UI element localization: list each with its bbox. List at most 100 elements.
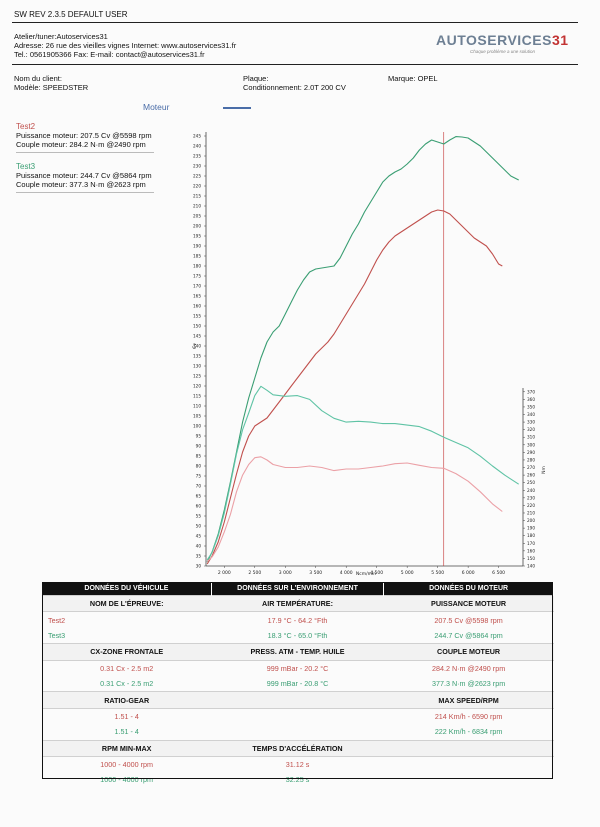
- table-row: Test3 18.3 °C - 65.0 °Fth 244.7 Cv @5864…: [42, 628, 554, 644]
- table-row: 1.51 - 4 214 Km/h - 6590 rpm: [42, 708, 554, 724]
- section-row: CX-ZONE FRONTALE PRESS. ATM - TEMP. HUIL…: [42, 643, 554, 661]
- logo-tagline: Chaque problème a une solution: [470, 49, 536, 54]
- table-cell: 222 Km/h - 6834 rpm: [434, 727, 503, 737]
- y-left-axis-label: Cv: [192, 343, 198, 349]
- table-cell: 244.7 Cv @5864 rpm: [434, 630, 503, 640]
- header-environnement: DONNÉES SUR L'ENVIRONNEMENT: [211, 582, 385, 596]
- y-left-tick-label: 185: [193, 254, 201, 259]
- test2-name: Test2: [16, 122, 36, 131]
- y-right-tick-label: 190: [527, 526, 535, 531]
- series-test2-power-line: [206, 209, 503, 565]
- y-left-tick-label: 220: [193, 184, 201, 189]
- table-row: 0.31 Cx - 2.5 m2 999 mBar - 20.2 °C 284.…: [42, 660, 554, 676]
- section-title: [211, 691, 384, 709]
- table-row: 0.31 Cx - 2.5 m2 999 mBar - 20.8 °C 377.…: [42, 676, 554, 692]
- header-divider: [12, 22, 578, 23]
- legend-moteur-line: [223, 107, 251, 109]
- table-cell: 284.2 N·m @2490 rpm: [431, 663, 506, 673]
- y-right-tick-label: 310: [527, 435, 535, 440]
- y-left-tick-label: 55: [196, 514, 202, 519]
- section-title: RPM MIN-MAX: [42, 739, 212, 757]
- y-right-tick-label: 150: [527, 556, 535, 561]
- section-title: [383, 739, 554, 757]
- x-tick-label: 3 500: [309, 570, 322, 576]
- y-left-tick-label: 200: [193, 224, 201, 229]
- y-left-tick-label: 60: [196, 504, 202, 509]
- y-right-tick-label: 320: [527, 427, 535, 432]
- y-right-tick-label: 170: [527, 541, 535, 546]
- y-right-tick-label: 280: [527, 457, 535, 462]
- y-right-tick-label: 330: [527, 420, 535, 425]
- marque-text: Marque: OPEL: [388, 74, 438, 83]
- dyno-chart: 30 35 40 45 50 55 60 65 70 75 80 85 90 95 100 105 110 115…: [192, 132, 547, 577]
- y-left-tick-label: 115: [193, 394, 201, 399]
- y-right-tick-label: 340: [527, 412, 535, 417]
- x-tick-label: 5 500: [431, 570, 444, 576]
- y-left-tick-label: 180: [193, 264, 201, 269]
- test3-separator: [16, 192, 154, 193]
- table-cell: 999 mBar - 20.8 °C: [266, 679, 329, 689]
- test2-separator: [16, 152, 154, 153]
- header-vehicule: DONNÉES DU VÉHICULE: [42, 582, 212, 596]
- y-right-tick-label: 250: [527, 480, 535, 485]
- results-table: DONNÉES DU VÉHICULE DONNÉES SUR L'ENVIRO…: [42, 582, 554, 788]
- table-cell: 17.9 °C - 64.2 °Fth: [267, 615, 328, 625]
- section-title: CX-ZONE FRONTALE: [42, 643, 212, 661]
- y-right-tick-label: 230: [527, 495, 535, 500]
- x-tick-label: 3 000: [279, 570, 292, 576]
- y-left-tick-label: 195: [193, 234, 201, 239]
- test2-puissance: Puissance moteur: 207.5 Cv @5598 rpm: [16, 131, 152, 140]
- y-left-tick-label: 95: [196, 434, 202, 439]
- y-left-tick-label: 80: [196, 464, 202, 469]
- results-header-row: DONNÉES DU VÉHICULE DONNÉES SUR L'ENVIRO…: [42, 582, 554, 596]
- table-cell: Test2: [48, 615, 66, 625]
- table-row: 1000 - 4000 rpm 32.25 s: [42, 772, 554, 787]
- x-tick-label: 2 500: [248, 570, 261, 576]
- y-right-tick-label: 180: [527, 533, 535, 538]
- y-left-tick-label: 85: [196, 454, 202, 459]
- test3-couple: Couple moteur: 377.3 N·m @2623 rpm: [16, 180, 146, 189]
- y-left-tick-label: 65: [196, 494, 202, 499]
- series-test3-power-line: [206, 136, 519, 563]
- y-left-tick-label: 150: [193, 324, 201, 329]
- x-tick-label: 6 500: [492, 570, 505, 576]
- logo-num: 31: [551, 32, 569, 48]
- table-cell: 1000 - 4000 rpm: [100, 760, 154, 770]
- table-cell: 1.51 - 4: [114, 727, 139, 737]
- x-tick-label: 4 500: [370, 570, 383, 576]
- y-left-tick-label: 130: [193, 364, 201, 369]
- x-tick-label: 2 000: [218, 570, 231, 576]
- y-left-tick-label: 120: [193, 384, 201, 389]
- logo-main: AUTOSERVICES: [436, 32, 552, 48]
- conditionnement-text: Conditionnement: 2.0T 200 CV: [243, 83, 346, 92]
- table-cell: 1.51 - 4: [114, 711, 139, 721]
- y-left-tick-label: 40: [196, 544, 202, 549]
- y-left-tick-label: 170: [193, 284, 201, 289]
- table-cell: [384, 756, 554, 772]
- y-left-tick-label: 210: [193, 204, 201, 209]
- y-left-tick-label: 175: [193, 274, 201, 279]
- table-cell: [384, 772, 554, 787]
- section-title: AIR TEMPÉRATURE:: [211, 594, 384, 613]
- y-left-tick-label: 160: [193, 304, 201, 309]
- plaque-label: Plaque:: [243, 74, 269, 83]
- x-tick-label: 5 000: [401, 570, 414, 576]
- section-row: NOM DE L'ÉPREUVE: AIR TEMPÉRATURE: PUISS…: [42, 594, 554, 613]
- section-title: NOM DE L'ÉPREUVE:: [42, 594, 212, 613]
- y-left-tick-label: 140: [193, 344, 201, 349]
- x-tick-label: 4 000: [340, 570, 353, 576]
- y-left-tick-label: 205: [193, 214, 201, 219]
- company-logo: AUTOSERVICES31: [436, 32, 569, 48]
- table-cell: [211, 708, 383, 724]
- client-name-label: Nom du client:: [14, 74, 62, 83]
- header-moteur: DONNÉES DU MOTEUR: [383, 582, 554, 596]
- y-left-tick-label: 155: [193, 314, 201, 319]
- y-left-tick-label: 30: [196, 564, 202, 569]
- series-test3-torque-line: [206, 385, 519, 561]
- y-right-tick-label: 350: [527, 404, 535, 409]
- y-left-tick-label: 235: [193, 154, 201, 159]
- test3-puissance: Puissance moteur: 244.7 Cv @5864 rpm: [16, 171, 152, 180]
- section-row: RATIO-GEAR MAX SPEED/RPM: [42, 691, 554, 709]
- y-left-tick-label: 75: [196, 474, 202, 479]
- table-row: 1000 - 4000 rpm 31.12 s: [42, 756, 554, 772]
